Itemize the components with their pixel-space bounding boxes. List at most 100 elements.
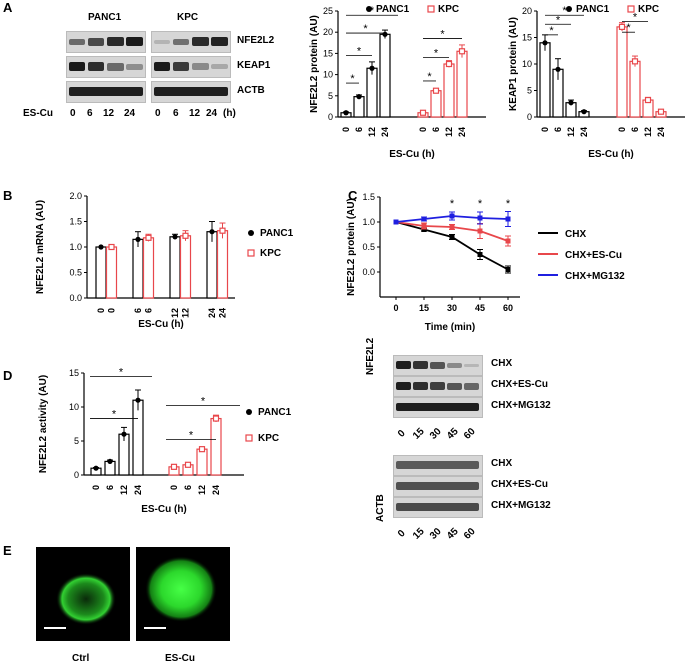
data-point (393, 219, 399, 225)
data-point (505, 238, 511, 244)
dose-label: 0 (155, 108, 161, 119)
data-point (477, 252, 483, 257)
legend-label: PANC1 (376, 4, 410, 15)
y-tick-label: 15 (522, 33, 532, 43)
x-tick-label: 6 (553, 127, 563, 132)
blot-label-actb: ACTB (237, 85, 265, 96)
blot-c-label: CHX (491, 358, 513, 369)
blot-c-chx (393, 355, 483, 376)
data-point (356, 94, 362, 100)
x-tick-label: 12 (643, 127, 653, 137)
y-tick-label: 20 (522, 6, 532, 16)
y-tick-label: 2.0 (69, 191, 82, 201)
data-point (421, 216, 427, 222)
blot-label-keap1: KEAP1 (237, 60, 271, 71)
data-point (449, 234, 455, 240)
legend-label: KPC (258, 433, 279, 444)
y-tick-label: 0 (328, 112, 333, 122)
y-tick-label: 0 (74, 470, 79, 480)
x-axis-label: ES-Cu (h) (138, 319, 184, 330)
x-tick-label: 0 (341, 127, 351, 132)
data-point (198, 446, 206, 453)
significance-star: * (201, 396, 206, 408)
x-axis-label: ES-Cu (h) (141, 504, 187, 515)
bar (169, 236, 181, 299)
significance-star: * (350, 73, 355, 85)
significance-star: * (119, 366, 124, 378)
bar (132, 399, 144, 476)
dose-unit: (h) (223, 108, 236, 119)
bar (353, 96, 365, 118)
x-tick-label: 6 (630, 127, 640, 132)
x-tick-label: 24 (207, 308, 217, 318)
blot-kpc-actb (151, 81, 231, 103)
data-point (93, 465, 99, 471)
x-tick-label: 0 (540, 127, 550, 132)
data-point (382, 31, 388, 37)
x-tick-label: 24 (380, 127, 390, 137)
data-point (568, 100, 574, 106)
y-tick-label: 15 (69, 368, 79, 378)
y-axis-label: KEAP1 protein (AU) (508, 17, 519, 111)
legend-marker (246, 409, 252, 415)
y-tick-label: 5 (527, 86, 532, 96)
data-point (369, 65, 375, 71)
dose-label: 12 (103, 108, 115, 119)
data-point (135, 236, 141, 242)
x-tick-label: 45 (475, 303, 485, 313)
y-tick-label: 0.5 (69, 268, 82, 278)
blot-group-panc1: PANC1 (88, 12, 122, 23)
significance-star: * (427, 71, 432, 83)
data-point (644, 96, 652, 104)
data-point (449, 224, 455, 230)
x-tick-label: 6 (354, 127, 364, 132)
significance-star: * (633, 12, 638, 24)
dose-label: 12 (189, 108, 201, 119)
y-tick-label: 10 (69, 402, 79, 412)
legend-label: CHX (565, 229, 586, 240)
significance-star: * (506, 198, 511, 210)
blot-c-chx-mg132 (393, 397, 483, 418)
significance-star: * (440, 29, 445, 41)
blot-panc1-nfe2l2 (66, 31, 146, 53)
blot-c-label: CHX (491, 458, 513, 469)
significance-star: * (189, 430, 194, 442)
significance-star: * (357, 46, 362, 58)
x-axis-label: Time (min) (425, 322, 475, 333)
data-point (343, 110, 349, 116)
x-tick-label: 15 (419, 303, 429, 313)
significance-star: * (626, 22, 631, 34)
bar (216, 230, 229, 299)
panel-label-e: E (3, 543, 12, 558)
data-point (219, 227, 226, 234)
significance-star: * (370, 5, 375, 17)
blot-c-label: CHX+ES-Cu (491, 379, 548, 390)
x-tick-label: 12 (197, 485, 207, 495)
blot-kpc-nfe2l2 (151, 31, 231, 53)
x-tick-label: 0 (96, 308, 106, 313)
panel-label-b: B (3, 188, 13, 203)
significance-star: * (450, 198, 455, 210)
data-point (182, 232, 189, 239)
legend-marker (627, 5, 635, 13)
legend-label: PANC1 (576, 4, 610, 15)
blot-c-chx-escu (393, 376, 483, 397)
significance-star: * (549, 25, 554, 37)
blot-label-nfe2l2: NFE2L2 (237, 35, 275, 46)
bar (456, 50, 468, 118)
significance-star: * (434, 48, 439, 60)
dose-label: 6 (173, 108, 179, 119)
x-tick-label: 0 (617, 127, 627, 132)
blot-c-label: CHX+ES-Cu (491, 479, 548, 490)
legend-label: CHX+ES-Cu (565, 250, 622, 261)
bar (539, 42, 551, 118)
x-tick-label: 30 (447, 303, 457, 313)
bar (366, 67, 378, 118)
x-axis-label: ES-Cu (h) (389, 149, 435, 160)
bar (179, 235, 192, 299)
y-tick-label: 1.0 (362, 217, 375, 227)
blot-c-actb-escu (393, 476, 483, 497)
legend-label: PANC1 (258, 407, 292, 418)
y-axis-label: NFE2L2 activity (AU) (38, 375, 49, 473)
y-tick-label: 25 (323, 6, 333, 16)
